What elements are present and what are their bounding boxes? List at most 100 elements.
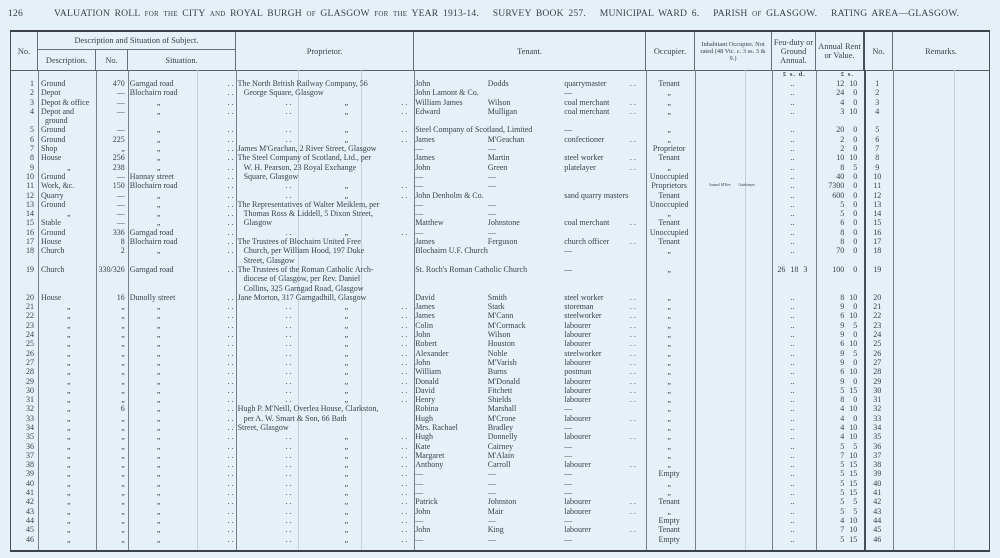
tenant: William James Wilson coal merchant . . [413, 98, 645, 107]
leader-dots: . . [401, 506, 408, 516]
leader-dots: . . [285, 302, 292, 312]
tenant-occupation: labourer [564, 330, 591, 340]
leader-dots: . . [401, 385, 408, 395]
table-row: 17 House 8 Blochairn road. . The Trustees of… [11, 237, 989, 246]
situation: „ . . [128, 423, 236, 432]
proprietor-line: George Square, Glasgow [243, 88, 324, 98]
rent-shillings: 10 [849, 79, 858, 88]
street-number: „ [121, 320, 125, 330]
description: „ [38, 525, 96, 534]
description: „ [38, 535, 96, 544]
proprietor: W. H. Pearson, 23 Royal Exchange [236, 163, 414, 172]
situation: „ . . [128, 330, 236, 339]
inhabitant-occupier [694, 460, 771, 469]
row-number: 10 [25, 171, 34, 181]
tenant: — — [413, 144, 645, 153]
proprietor: . . „ . . [236, 228, 414, 237]
annual-rent: 5 15 [814, 469, 863, 478]
proprietor-ditto: . . „ . . [238, 358, 412, 367]
row-number-right: 23 [873, 320, 882, 330]
proprietor: . . „ . . [236, 98, 414, 107]
leader-dots: . . [227, 199, 234, 209]
occupier: „ [667, 106, 671, 116]
street-number: „ [121, 395, 125, 405]
description: „ [38, 460, 96, 469]
tenant-surname: Mulligan [487, 106, 518, 116]
tenant: — — — [413, 488, 645, 497]
inhabitant-occupier [694, 237, 771, 246]
proprietor-line: Glasgow [243, 218, 273, 228]
ditto-mark: „ [344, 488, 349, 498]
leader-dots: . . [629, 237, 636, 247]
tenant-surname: M'Donald [487, 376, 520, 386]
street-number: „ [121, 497, 125, 507]
situation: „ . . [128, 460, 236, 469]
tenant: Hugh Donnelly labourer . . [413, 432, 645, 441]
situation-text: „ [156, 311, 161, 321]
leader-dots: . . [629, 367, 636, 377]
inhabitant-occupier [694, 191, 771, 200]
proprietor-line: The Trustees of Blochairn United Free [237, 237, 361, 247]
street-number: „ [121, 525, 125, 535]
leader-dots: . . [629, 162, 636, 172]
divider [745, 70, 746, 550]
tenant-occupation: — [564, 441, 573, 451]
occupier: „ [667, 339, 671, 349]
leader-dots: . . [227, 534, 234, 544]
tenant: John Green platelayer . . [413, 163, 645, 172]
leader-dots [623, 228, 643, 237]
tenant-surname: Dodds [487, 79, 509, 88]
leader-dots: . . [227, 292, 234, 302]
remarks [891, 330, 989, 339]
occupier: „ [667, 292, 671, 302]
tenant-first-name: John [415, 79, 431, 88]
description-line: „ [66, 450, 71, 460]
divider [864, 70, 866, 550]
proprietor-ditto: . . „ . . [238, 367, 412, 376]
tenant-surname: Johnston [487, 497, 517, 507]
remarks [891, 181, 989, 190]
tenant: Edward Mulligan coal merchant . . [413, 107, 645, 126]
remarks [891, 349, 989, 358]
inhabitant-occupier [694, 442, 771, 451]
situation: „ . . [128, 153, 236, 162]
row-number-right: 16 [873, 227, 882, 237]
rent-pounds: 12 [836, 79, 845, 88]
leader-dots: . . [227, 515, 234, 525]
inhabitant-occupier [694, 153, 771, 162]
leader-dots: . . [227, 385, 234, 395]
leader-dots [623, 469, 643, 478]
rent-pounds: 4 [840, 422, 845, 432]
table-row: 28 „ „ „ . . . . „ . . William Burns postman . . „..… [11, 367, 989, 376]
tenant-occupation: steelworker [564, 311, 602, 321]
street-number: „ [121, 357, 125, 367]
situation: „ . . [128, 535, 236, 544]
tenant: Matthew Johnstone coal merchant . . [413, 218, 645, 227]
leader-dots: . . [401, 515, 408, 525]
feu-duty: .. [790, 376, 795, 386]
leader-dots: . . [285, 497, 292, 507]
leader-dots: . . [227, 376, 234, 386]
proprietor: . . „ . . [236, 135, 414, 144]
tenant-surname: — [487, 181, 496, 191]
leader-dots: . . [285, 441, 292, 451]
leader-dots: . . [227, 264, 234, 274]
street-number: — [116, 209, 125, 219]
ditto-mark: „ [344, 181, 349, 191]
row-number-right: 40 [873, 478, 882, 488]
feu-duty: .. [790, 432, 795, 442]
col-remarks: Remarks. [925, 46, 957, 56]
occupier: „ [667, 302, 671, 312]
proprietor: . . „ . . [236, 339, 414, 348]
tenant-occupation: storeman [564, 302, 594, 312]
col-number: No. [96, 50, 128, 70]
rent-shillings: 0 [853, 246, 858, 256]
tenant: David Smith steel worker . . [413, 293, 645, 302]
tenant: — — — [413, 469, 645, 478]
proprietor: . . „ . . [236, 321, 414, 330]
table-body: 1 Ground 470 Garngad road. . The North Briti… [11, 79, 989, 544]
rent-shillings: 0 [853, 171, 858, 181]
proprietor: . . „ . . [236, 451, 414, 460]
